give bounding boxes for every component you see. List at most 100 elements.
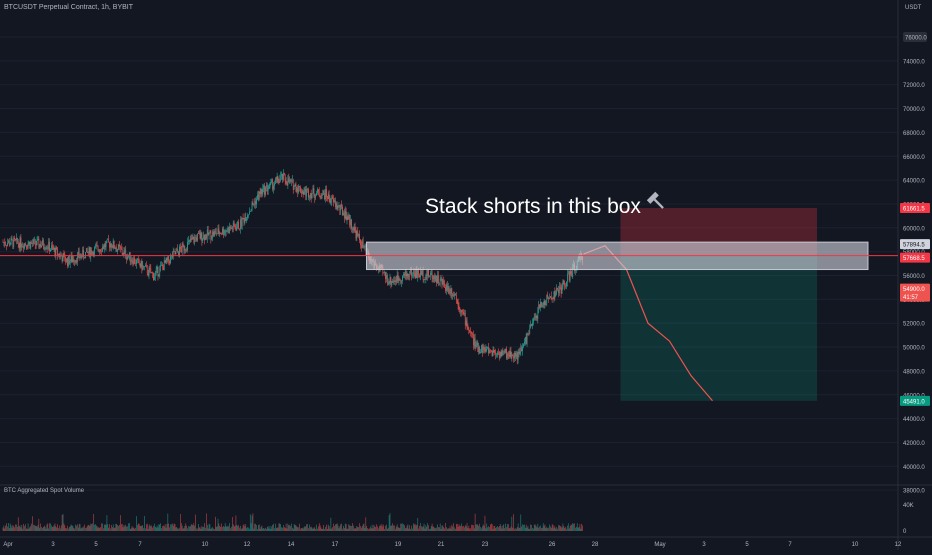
candle [388, 280, 390, 287]
candle [278, 178, 280, 185]
candle [279, 174, 281, 183]
volume-bar [578, 526, 580, 531]
candle [68, 255, 69, 268]
candle [25, 244, 27, 250]
volume-bar [372, 528, 374, 531]
time-tick: 28 [592, 542, 599, 548]
candle [269, 182, 271, 189]
volume-bar [163, 526, 165, 531]
volume-bar [273, 523, 274, 531]
candle [131, 257, 133, 264]
candle [55, 245, 57, 261]
short-box[interactable] [0, 241, 898, 271]
volume-bar [143, 528, 144, 531]
candle [107, 237, 109, 240]
candle [214, 228, 216, 235]
candle [465, 317, 467, 327]
take-profit-zone[interactable] [620, 255, 818, 401]
annotation-text[interactable]: Stack shorts in this box [425, 195, 641, 218]
volume-bar [296, 526, 298, 531]
candle [44, 246, 46, 251]
volume-bar [208, 523, 210, 531]
volume-bar [476, 524, 478, 531]
candle [193, 236, 195, 244]
candle [391, 280, 393, 287]
volume-bar [34, 525, 36, 531]
candle [443, 276, 445, 288]
volume-bar [501, 528, 503, 531]
volume-series [2, 513, 583, 531]
volume-bar [333, 523, 334, 531]
volume-bar [268, 528, 270, 531]
time-tick: May [654, 542, 665, 548]
volume-bar [33, 524, 34, 531]
candle [223, 226, 224, 239]
candle [266, 182, 268, 195]
volume-bar [298, 527, 299, 531]
volume-bar [498, 527, 499, 531]
candle [225, 229, 227, 237]
time-axis[interactable]: Apr 3 5 7 10 12 14 17 19 21 23 26 28 May 3 5 7 10 12 [3, 542, 902, 548]
candle [250, 208, 252, 212]
candle [498, 350, 500, 361]
volume-bar [7, 526, 8, 531]
volume-bar [373, 524, 375, 531]
candle [552, 296, 554, 300]
volume-bar [175, 527, 177, 531]
candle [122, 252, 124, 256]
candle [467, 323, 469, 331]
volume-bar [144, 516, 145, 531]
candle [165, 257, 167, 265]
price-axis[interactable]: USDT 76000.0 74000.0 72000.0 70000.0 68000.0 6… [903, 5, 927, 535]
candle [93, 250, 94, 258]
candle [326, 185, 327, 202]
candle [332, 194, 334, 200]
volume-bar [460, 526, 462, 531]
hammer-icon [646, 191, 664, 209]
volume-bar [239, 527, 240, 531]
candle [51, 240, 53, 251]
volume-bar [510, 526, 512, 531]
candle [352, 226, 354, 234]
candle [34, 239, 36, 250]
candle [399, 277, 401, 281]
volume-bar [459, 525, 461, 531]
candle [336, 201, 338, 211]
volume-bar [2, 527, 4, 531]
candle [305, 186, 307, 201]
volume-bar [282, 527, 283, 531]
candle [554, 287, 556, 301]
volume-bar [328, 526, 330, 531]
candle [23, 243, 24, 253]
price-tick: 50000.0 [903, 346, 925, 352]
volume-bar [178, 528, 179, 531]
candle [39, 243, 41, 250]
volume-bar [414, 523, 416, 531]
candle [280, 171, 282, 182]
volume-bar [487, 527, 488, 531]
candle [473, 334, 475, 349]
volume-bar [126, 526, 127, 531]
candle [333, 194, 334, 207]
candle [316, 190, 317, 197]
candle [480, 348, 481, 354]
candle [31, 240, 33, 244]
volume-bar [233, 526, 235, 531]
volume-bar [265, 527, 266, 531]
volume-bar [300, 528, 301, 531]
candle [188, 236, 189, 245]
volume-bar [258, 525, 259, 531]
volume-bar [224, 523, 226, 531]
candle [211, 235, 213, 241]
candle [432, 275, 434, 283]
volume-bar [209, 524, 211, 531]
candle [421, 269, 422, 276]
candle [208, 232, 210, 240]
volume-bar [215, 526, 217, 531]
volume-bar [550, 527, 552, 531]
volume-bar [531, 524, 532, 531]
candle [207, 225, 209, 236]
candle [431, 270, 433, 283]
